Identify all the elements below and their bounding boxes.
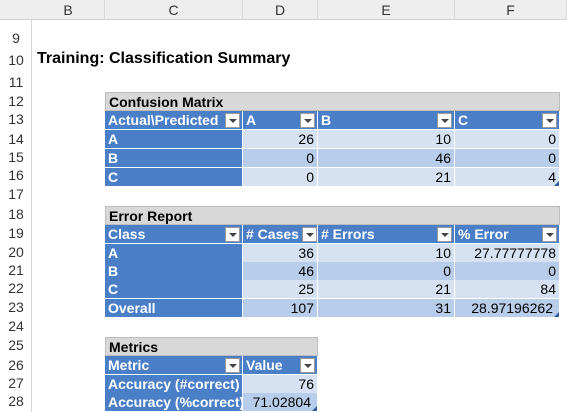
confusion-header-actual-predicted[interactable]: Actual\Predicted bbox=[105, 111, 243, 130]
confusion-cell-a-c[interactable]: 0 bbox=[455, 130, 560, 149]
confusion-row-label-c[interactable]: C bbox=[105, 168, 243, 187]
row-number-9[interactable]: 9 bbox=[12, 30, 20, 46]
error-header-class[interactable]: Class bbox=[105, 225, 243, 244]
error-cell-overall-errors[interactable]: 31 bbox=[318, 299, 455, 318]
filter-dropdown-icon[interactable] bbox=[225, 113, 240, 128]
header-label: C bbox=[458, 112, 469, 128]
filter-dropdown-icon[interactable] bbox=[225, 227, 240, 242]
error-header-cases[interactable]: # Cases bbox=[243, 225, 318, 244]
confusion-matrix-section-title: Confusion Matrix bbox=[105, 92, 560, 111]
cell-value: 71.02804 bbox=[252, 394, 311, 410]
error-cell-a-pct[interactable]: 27.77777778 bbox=[455, 244, 560, 263]
metrics-row-label-accuracy-pct[interactable]: Accuracy (%correct) bbox=[105, 393, 243, 412]
row-number-16[interactable]: 16 bbox=[8, 167, 24, 183]
column-header-d[interactable]: D bbox=[243, 0, 318, 20]
row-number-27[interactable]: 27 bbox=[8, 375, 24, 391]
error-cell-c-errors[interactable]: 21 bbox=[318, 280, 455, 299]
row-number-10[interactable]: 10 bbox=[8, 52, 24, 68]
row-number-26[interactable]: 26 bbox=[8, 357, 24, 373]
row-number-12[interactable]: 12 bbox=[8, 92, 24, 109]
row-number-13[interactable]: 13 bbox=[8, 111, 24, 127]
filter-dropdown-icon[interactable] bbox=[225, 358, 240, 373]
error-cell-c-pct[interactable]: 84 bbox=[455, 280, 560, 299]
error-cell-a-errors[interactable]: 10 bbox=[318, 244, 455, 263]
row-number-20[interactable]: 20 bbox=[8, 244, 24, 260]
header-label: % Error bbox=[458, 226, 509, 242]
sheet-title: Training: Classification Summary bbox=[37, 50, 291, 67]
error-row-label-a[interactable]: A bbox=[105, 244, 243, 263]
cell-value: 28.97196262 bbox=[471, 300, 553, 316]
error-cell-overall-pct[interactable]: 28.97196262 bbox=[455, 299, 560, 318]
header-label: Value bbox=[246, 357, 283, 373]
confusion-cell-c-b[interactable]: 21 bbox=[318, 168, 455, 187]
error-cell-b-cases[interactable]: 46 bbox=[243, 262, 318, 281]
header-label: # Cases bbox=[246, 226, 299, 242]
row-number-18[interactable]: 18 bbox=[8, 206, 24, 222]
filter-dropdown-icon[interactable] bbox=[300, 358, 315, 373]
column-header-bar: B C D E F bbox=[0, 0, 567, 20]
confusion-row-label-b[interactable]: B bbox=[105, 149, 243, 168]
filter-dropdown-icon[interactable] bbox=[542, 113, 557, 128]
row-number-19[interactable]: 19 bbox=[8, 225, 24, 241]
metrics-row-label-accuracy-count[interactable]: Accuracy (#correct) bbox=[105, 375, 243, 394]
error-report-section-title: Error Report bbox=[105, 206, 560, 225]
row-number-14[interactable]: 14 bbox=[8, 131, 24, 147]
error-cell-b-errors[interactable]: 0 bbox=[318, 262, 455, 281]
column-header-e[interactable]: E bbox=[318, 0, 455, 20]
error-cell-c-cases[interactable]: 25 bbox=[243, 280, 318, 299]
column-header-c[interactable]: C bbox=[105, 0, 243, 20]
confusion-cell-a-a[interactable]: 26 bbox=[243, 130, 318, 149]
header-label: Class bbox=[108, 226, 146, 242]
column-header-f[interactable]: F bbox=[455, 0, 567, 20]
confusion-row-label-a[interactable]: A bbox=[105, 130, 243, 149]
metrics-section-title: Metrics bbox=[105, 337, 318, 356]
row-number-24[interactable]: 24 bbox=[8, 318, 24, 334]
row-number-gutter bbox=[0, 20, 32, 412]
filter-dropdown-icon[interactable] bbox=[437, 113, 452, 128]
row-number-15[interactable]: 15 bbox=[8, 149, 24, 165]
confusion-cell-b-b[interactable]: 46 bbox=[318, 149, 455, 168]
confusion-cell-a-b[interactable]: 10 bbox=[318, 130, 455, 149]
row-number-17[interactable]: 17 bbox=[8, 186, 24, 202]
metrics-header-value[interactable]: Value bbox=[243, 356, 318, 375]
confusion-cell-c-a[interactable]: 0 bbox=[243, 168, 318, 187]
row-number-21[interactable]: 21 bbox=[8, 262, 24, 278]
metrics-header-metric[interactable]: Metric bbox=[105, 356, 243, 375]
header-label: B bbox=[321, 112, 332, 128]
table-resize-handle-icon[interactable] bbox=[554, 312, 559, 317]
header-label: Metric bbox=[108, 357, 150, 373]
filter-dropdown-icon[interactable] bbox=[542, 227, 557, 242]
error-row-label-c[interactable]: C bbox=[105, 280, 243, 299]
confusion-cell-c-c[interactable]: 4 bbox=[455, 168, 560, 187]
header-label: # Errors bbox=[321, 226, 375, 242]
metrics-cell-accuracy-pct[interactable]: 71.02804 bbox=[243, 393, 318, 412]
filter-dropdown-icon[interactable] bbox=[302, 227, 317, 242]
error-header-pct-error[interactable]: % Error bbox=[455, 225, 560, 244]
row-number-23[interactable]: 23 bbox=[8, 299, 24, 315]
filter-dropdown-icon[interactable] bbox=[437, 227, 452, 242]
error-header-errors[interactable]: # Errors bbox=[318, 225, 455, 244]
column-header-b[interactable]: B bbox=[32, 0, 105, 20]
filter-dropdown-icon[interactable] bbox=[300, 113, 315, 128]
error-row-label-b[interactable]: B bbox=[105, 262, 243, 281]
confusion-header-b[interactable]: B bbox=[318, 111, 455, 130]
error-cell-overall-cases[interactable]: 107 bbox=[243, 299, 318, 318]
header-label: Actual\Predicted bbox=[108, 112, 219, 128]
confusion-cell-b-c[interactable]: 0 bbox=[455, 149, 560, 168]
confusion-header-c[interactable]: C bbox=[455, 111, 560, 130]
confusion-header-a[interactable]: A bbox=[243, 111, 318, 130]
row-number-22[interactable]: 22 bbox=[8, 280, 24, 296]
error-cell-a-cases[interactable]: 36 bbox=[243, 244, 318, 263]
error-cell-b-pct[interactable]: 0 bbox=[455, 262, 560, 281]
row-number-25[interactable]: 25 bbox=[8, 337, 24, 353]
error-row-label-overall[interactable]: Overall bbox=[105, 299, 243, 318]
table-resize-handle-icon[interactable] bbox=[554, 181, 559, 186]
row-number-11[interactable]: 11 bbox=[8, 74, 24, 90]
metrics-cell-accuracy-count[interactable]: 76 bbox=[243, 375, 318, 394]
table-resize-handle-icon[interactable] bbox=[312, 406, 317, 411]
confusion-cell-b-a[interactable]: 0 bbox=[243, 149, 318, 168]
cell-value: 4 bbox=[548, 169, 556, 185]
row-number-28[interactable]: 28 bbox=[8, 393, 24, 409]
header-label: A bbox=[246, 112, 257, 128]
